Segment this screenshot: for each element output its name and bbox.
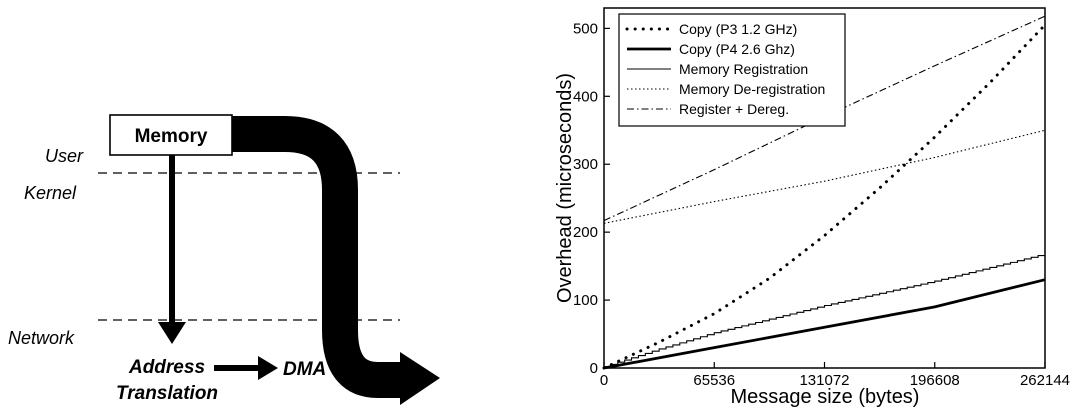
memory-path-diagram: Memory User Kernel Network Address Trans… (8, 114, 440, 405)
y-tick-label: 500 (573, 20, 598, 37)
x-tick-label: 262144 (1020, 372, 1070, 389)
series-line-3 (603, 129, 1046, 224)
data-path-arrowhead (400, 352, 440, 405)
series-line-1 (603, 278, 1046, 370)
memory-label: Memory (135, 126, 208, 147)
chart-legend: Copy (P3 1.2 GHz) Copy (P4 2.6 Ghz) Memory… (618, 13, 846, 127)
legend-entry-label: Register + Dereg. (679, 101, 789, 117)
overhead-chart: 0 65536 131072 196608 262144 0 100 200 300 400 500… (554, 7, 1070, 408)
network-layer-label: Network (8, 328, 75, 348)
series-line-0 (602, 23, 1047, 370)
chart-x-axis-label: Message size (bytes) (731, 386, 920, 408)
x-tick-label: 65536 (693, 372, 735, 389)
y-tick-label: 0 (590, 360, 598, 377)
chart-axes-group: 0 65536 131072 196608 262144 0 100 200 300 400 500 (573, 20, 1070, 389)
address-translation-label-line1: Address (128, 357, 205, 378)
address-translation-label-line2: Translation (116, 383, 218, 404)
user-layer-label: User (45, 146, 84, 166)
legend-entry-label: Copy (P4 2.6 Ghz) (679, 41, 795, 57)
dma-label: DMA (283, 359, 326, 380)
kernel-layer-label: Kernel (24, 183, 77, 203)
legend-entry-label: Memory Registration (679, 61, 808, 77)
address-to-dma-arrowhead (258, 356, 278, 380)
y-tick-label: 200 (573, 224, 598, 241)
y-tick-label: 400 (573, 88, 598, 105)
legend-entry-label: Copy (P3 1.2 GHz) (679, 21, 797, 37)
y-tick-label: 300 (573, 156, 598, 173)
series-line-2 (604, 255, 1045, 368)
chart-series-group (602, 15, 1047, 370)
legend-box (618, 13, 846, 127)
legend-entry-label: Memory De-registration (679, 81, 825, 97)
y-tick-label: 100 (573, 292, 598, 309)
x-tick-label: 196608 (910, 372, 960, 389)
chart-y-axis-label: Overhead (microseconds) (554, 73, 576, 303)
memory-to-address-arrowhead (158, 322, 186, 344)
x-tick-label: 131072 (799, 372, 849, 389)
x-tick-label: 0 (600, 372, 608, 389)
data-path-curve (230, 116, 405, 398)
